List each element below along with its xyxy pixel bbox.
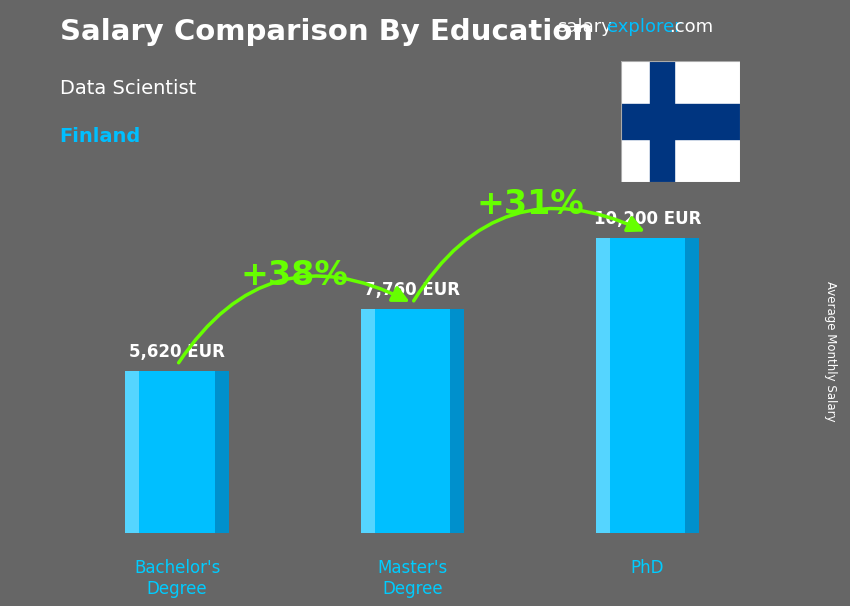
Text: 5,620 EUR: 5,620 EUR	[129, 343, 225, 361]
Polygon shape	[125, 371, 139, 533]
Text: explorer: explorer	[607, 18, 682, 36]
Polygon shape	[360, 309, 375, 533]
Text: .com: .com	[669, 18, 713, 36]
Text: salary: salary	[557, 18, 612, 36]
Bar	[609, 239, 685, 533]
Text: Bachelor's
Degree: Bachelor's Degree	[134, 559, 220, 598]
Bar	[620, 104, 740, 139]
Text: 10,200 EUR: 10,200 EUR	[594, 210, 701, 228]
Text: Finland: Finland	[60, 127, 141, 146]
Text: Salary Comparison By Education: Salary Comparison By Education	[60, 18, 592, 46]
Text: +31%: +31%	[476, 188, 584, 221]
Polygon shape	[215, 371, 229, 533]
Bar	[650, 61, 674, 182]
Text: PhD: PhD	[631, 559, 664, 578]
Text: Data Scientist: Data Scientist	[60, 79, 196, 98]
Text: +38%: +38%	[241, 259, 348, 291]
Polygon shape	[596, 239, 609, 533]
Text: 7,760 EUR: 7,760 EUR	[365, 281, 460, 299]
Text: Master's
Degree: Master's Degree	[377, 559, 447, 598]
Polygon shape	[450, 309, 464, 533]
Polygon shape	[685, 239, 700, 533]
Bar	[139, 371, 215, 533]
Bar	[375, 309, 450, 533]
Text: Average Monthly Salary: Average Monthly Salary	[824, 281, 837, 422]
